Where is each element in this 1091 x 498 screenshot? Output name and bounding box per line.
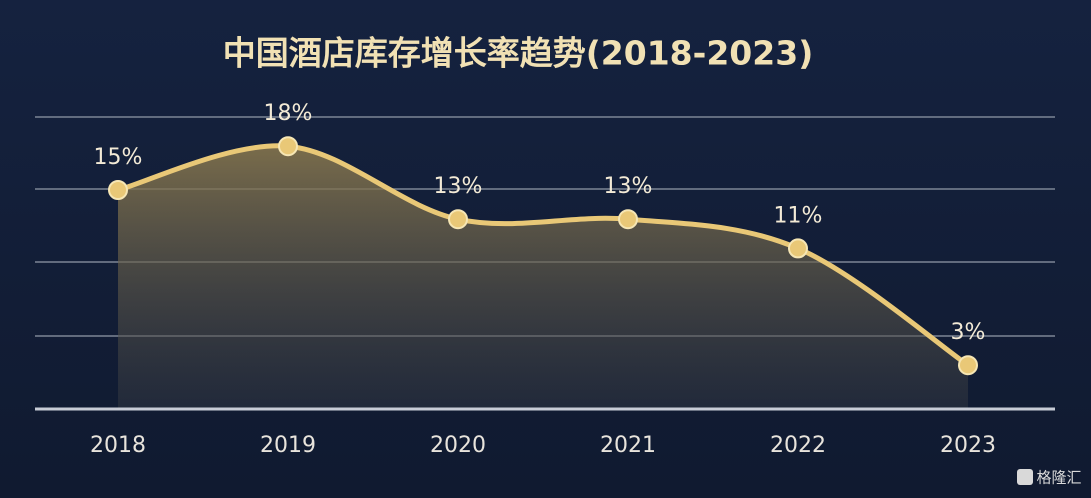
x-tick-label: 2019 [260, 433, 316, 458]
data-label: 13% [604, 174, 653, 199]
chart-title: 中国酒店库存增长率趋势(2018-2023) [223, 34, 814, 73]
point [448, 209, 468, 230]
x-tick-label: 2020 [430, 433, 486, 458]
area [118, 145, 968, 410]
data-label: 3% [951, 320, 986, 345]
point [788, 238, 808, 259]
data-label: 13% [434, 174, 483, 199]
x-tick-label: 2022 [770, 433, 826, 458]
point [108, 180, 128, 200]
point [618, 209, 638, 230]
point [958, 355, 978, 376]
x-tick-label: 2018 [90, 433, 146, 458]
x-tick-label: 2021 [600, 433, 656, 458]
watermark: 格隆汇 [1036, 469, 1081, 487]
data-label: 15% [94, 145, 143, 170]
data-label: 18% [264, 101, 313, 126]
point [278, 136, 298, 157]
plot: 2018 2019 2020 2021 2022 2023 15% 18% 13% 13% 11% 3… [90, 101, 996, 458]
line [117, 143, 970, 368]
x-tick-label: 2023 [940, 433, 996, 458]
watermark-icon [1017, 469, 1033, 485]
data-label: 11% [774, 203, 823, 228]
